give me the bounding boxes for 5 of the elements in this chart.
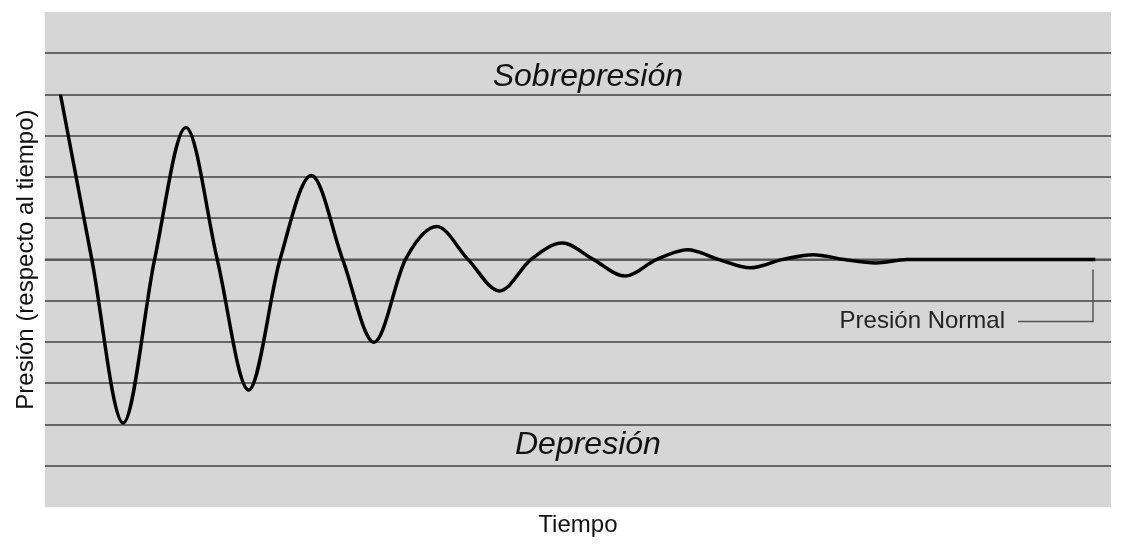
ref-line-label: Presión Normal: [839, 306, 1005, 334]
text: Depresión: [514, 425, 661, 462]
text: Sobrepresión: [492, 56, 684, 93]
y-axis-title: Presión (respecto al tiempo): [11, 109, 39, 410]
x-axis-title: Tiempo: [538, 510, 618, 538]
